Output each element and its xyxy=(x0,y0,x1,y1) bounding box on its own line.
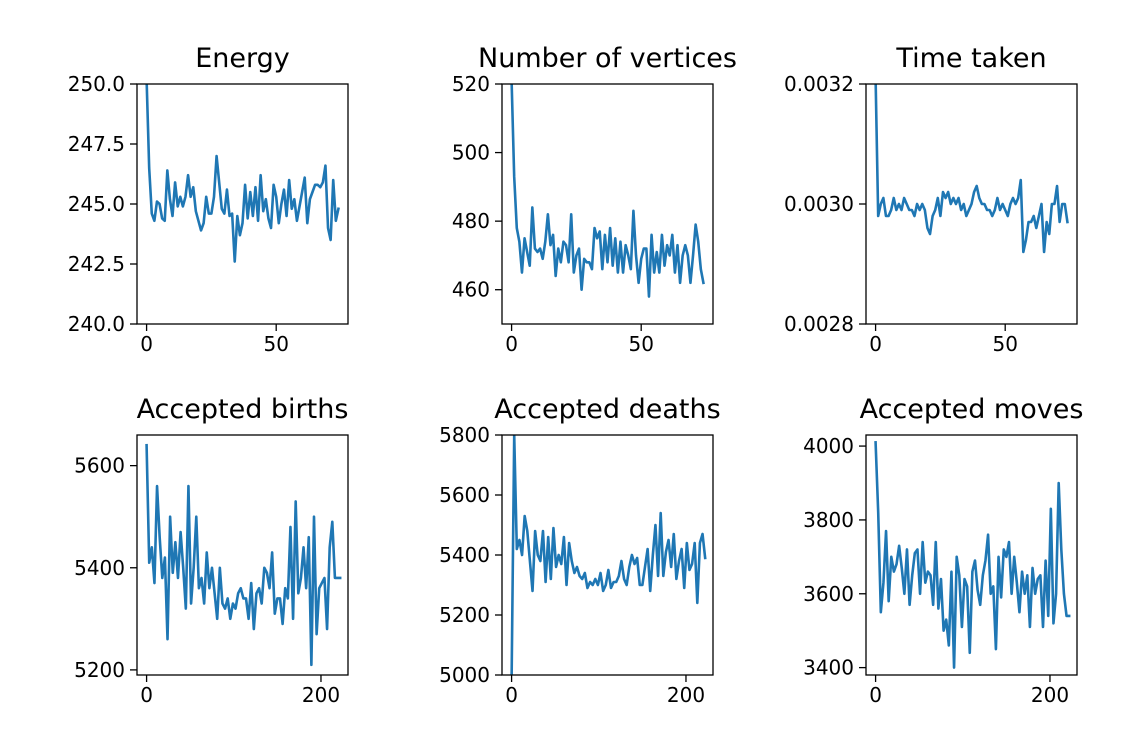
series-line xyxy=(874,84,1069,254)
y-tick-label: 247.5 xyxy=(68,132,125,156)
y-tick-label: 3800 xyxy=(803,508,854,532)
y-tick-label: 240.0 xyxy=(68,312,125,336)
subplot-3: 0 50 0.0028 0.0030 0.0032 Time taken xyxy=(784,43,1078,356)
y-tick-label: 5200 xyxy=(74,658,125,682)
x-tick-label: 50 xyxy=(263,332,288,356)
y-tick-label: 480 xyxy=(452,209,490,233)
y-tick-label: 500 xyxy=(452,141,490,165)
x-tick-label: 0 xyxy=(505,332,518,356)
y-tick-label: 5800 xyxy=(439,423,490,447)
y-tick-label: 460 xyxy=(452,278,490,302)
y-tick-label: 5400 xyxy=(439,543,490,567)
x-tick-label: 0 xyxy=(140,683,153,707)
y-tick-label: 250.0 xyxy=(68,72,125,96)
x-tick-label: 0 xyxy=(869,683,882,707)
axes-frame xyxy=(501,83,714,325)
x-tick-label: 0 xyxy=(505,683,518,707)
x-tick-label: 200 xyxy=(1031,683,1069,707)
subplot-title: Time taken xyxy=(895,43,1046,74)
series-line xyxy=(145,84,340,263)
series-line xyxy=(145,443,342,667)
x-tick-label: 50 xyxy=(628,332,653,356)
subplot-1: 0 50 240.0 242.5 245.0 247.5 250.0 Energy xyxy=(68,43,349,356)
y-tick-label: 0.0028 xyxy=(784,312,854,336)
subplot-4: 0 200 5200 5400 5600 Accepted births xyxy=(74,394,349,707)
x-tick-label: 0 xyxy=(140,332,153,356)
y-tick-label: 5600 xyxy=(74,454,125,478)
x-tick-label: 50 xyxy=(992,332,1017,356)
y-tick-label: 3600 xyxy=(803,582,854,606)
x-tick-label: 200 xyxy=(667,683,705,707)
x-tick-label: 0 xyxy=(869,332,882,356)
y-tick-label: 245.0 xyxy=(68,192,125,216)
series-line xyxy=(874,441,1071,669)
subplot-title: Number of vertices xyxy=(478,43,737,74)
y-tick-label: 3400 xyxy=(803,656,854,680)
axes-frame xyxy=(865,434,1078,676)
series-line xyxy=(510,84,705,298)
y-tick-label: 520 xyxy=(452,72,490,96)
y-tick-label: 5000 xyxy=(439,663,490,687)
y-tick-label: 5200 xyxy=(439,603,490,627)
subplot-title: Accepted births xyxy=(137,394,349,425)
y-tick-label: 5400 xyxy=(74,556,125,580)
subplot-title: Accepted deaths xyxy=(494,394,720,425)
y-tick-label: 4000 xyxy=(803,434,854,458)
axes-frame xyxy=(136,434,349,676)
subplot-title: Accepted moves xyxy=(860,394,1084,425)
subplot-title: Energy xyxy=(195,43,290,74)
x-tick-label: 200 xyxy=(302,683,340,707)
series-line xyxy=(510,435,707,675)
y-tick-label: 0.0030 xyxy=(784,192,854,216)
y-tick-label: 0.0032 xyxy=(784,72,854,96)
y-tick-label: 242.5 xyxy=(68,252,125,276)
y-tick-label: 5600 xyxy=(439,483,490,507)
